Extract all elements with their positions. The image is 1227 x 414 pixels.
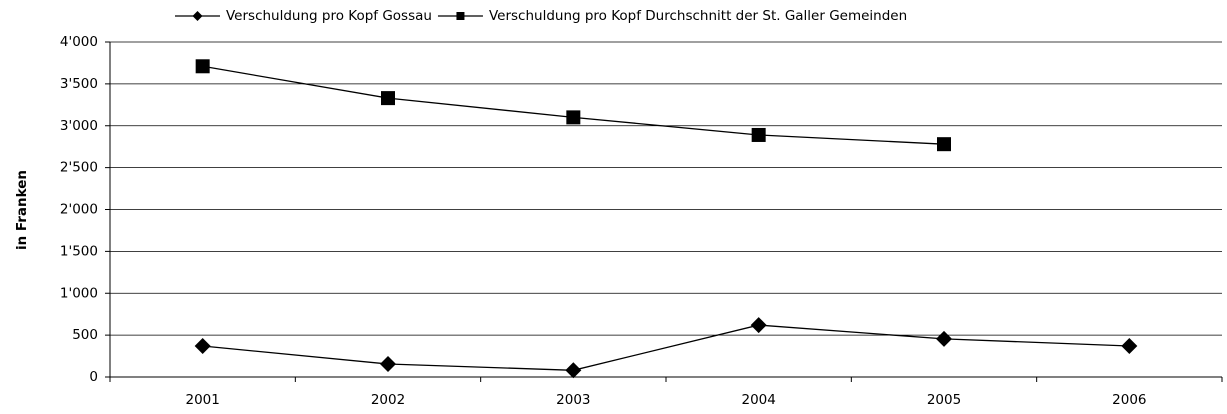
y-tick-label: 3'500 <box>60 76 98 92</box>
square-marker <box>751 127 766 142</box>
diamond-marker <box>750 317 767 334</box>
legend-label: Verschuldung pro Kopf Durchschnitt der S… <box>489 8 907 24</box>
series-line <box>202 324 1130 371</box>
y-tick-label: 0 <box>89 369 98 385</box>
legend-label: Verschuldung pro Kopf Gossau <box>226 8 432 24</box>
square-marker <box>381 91 395 106</box>
y-tick-label: 1'000 <box>60 285 98 301</box>
y-tick-label: 2'000 <box>60 202 98 218</box>
diamond-marker <box>936 330 952 347</box>
y-tick-label: 500 <box>72 327 98 343</box>
x-tick-label: 2002 <box>371 392 405 408</box>
y-axis-label: in Franken <box>14 170 30 250</box>
y-tick-label: 4'000 <box>60 34 98 50</box>
x-tick-label: 2003 <box>556 392 590 408</box>
x-tick-label: 2006 <box>1112 392 1146 408</box>
series-line <box>202 65 945 145</box>
y-tick-label: 2'500 <box>60 160 98 176</box>
x-tick-label: 2005 <box>927 392 961 408</box>
square-marker <box>937 137 951 152</box>
diamond-marker <box>380 356 396 373</box>
diamond-marker <box>194 338 211 355</box>
legend-marker <box>456 12 465 20</box>
y-tick-label: 1'500 <box>60 243 98 259</box>
y-tick-label: 3'000 <box>60 118 98 134</box>
square-marker <box>195 59 210 74</box>
x-tick-label: 2004 <box>741 392 775 408</box>
square-marker <box>566 110 581 125</box>
x-tick-label: 2001 <box>185 392 219 408</box>
diamond-marker <box>1121 338 1138 355</box>
diamond-marker <box>565 362 582 379</box>
legend-marker <box>192 11 203 21</box>
